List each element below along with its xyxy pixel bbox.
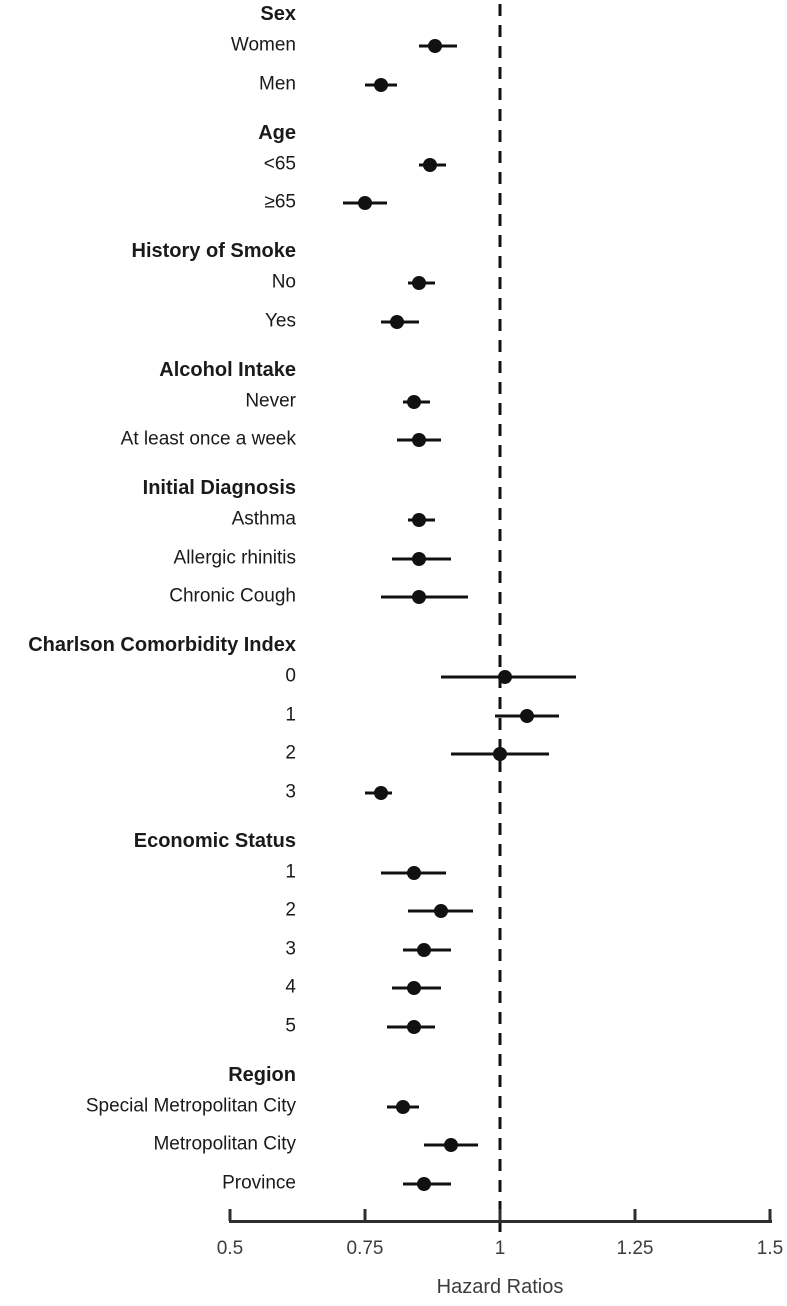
axis-tick-label: 1.25 [616, 1238, 654, 1259]
axis-tick-label: 1.5 [756, 1238, 784, 1259]
group-header: Alcohol Intake [159, 358, 296, 381]
point-estimate [412, 551, 426, 566]
item-label: ≥65 [264, 191, 296, 213]
axis-tick [633, 1209, 637, 1221]
reference-line [498, 4, 502, 1232]
point-estimate [428, 39, 443, 53]
item-label: 1 [285, 861, 296, 883]
point-estimate [433, 904, 448, 918]
point-estimate [520, 708, 534, 723]
x-axis-line [228, 1220, 772, 1223]
item-label: 1 [285, 704, 296, 726]
group-header: History of Smoke [131, 240, 296, 263]
point-estimate [412, 590, 426, 604]
group-header: Sex [260, 3, 296, 26]
group-header: Region [228, 1063, 296, 1086]
point-estimate [493, 747, 507, 761]
item-label: Never [245, 390, 296, 412]
point-estimate [406, 1019, 421, 1034]
axis-tick [498, 1209, 502, 1221]
axis-tick-label: 0.75 [346, 1238, 384, 1259]
point-estimate [406, 394, 421, 409]
item-label: 2 [285, 899, 296, 921]
item-label: Asthma [231, 508, 296, 530]
item-label: Special Metropolitan City [85, 1095, 296, 1117]
point-estimate [395, 1099, 410, 1114]
item-label: Province [222, 1172, 296, 1194]
point-estimate [412, 276, 426, 290]
group-header: Charlson Comorbidity Index [28, 634, 296, 657]
point-estimate [412, 513, 426, 527]
point-estimate [444, 1138, 459, 1152]
item-label: At least once a week [120, 428, 296, 450]
item-label: Chronic Cough [169, 585, 296, 607]
group-header: Initial Diagnosis [142, 477, 296, 500]
item-label: 3 [285, 781, 296, 803]
point-estimate [406, 865, 421, 880]
item-label: 5 [285, 1015, 296, 1037]
point-estimate [374, 77, 389, 92]
point-estimate [422, 157, 437, 172]
item-label: Allergic rhinitis [173, 547, 296, 569]
item-label: Men [259, 73, 296, 95]
group-header: Economic Status [133, 829, 296, 852]
group-header: Age [258, 121, 296, 144]
point-estimate [374, 785, 389, 800]
item-label: Yes [265, 310, 296, 332]
point-estimate [417, 1176, 432, 1191]
axis-tick [228, 1209, 232, 1221]
point-estimate [498, 670, 513, 684]
point-estimate [412, 433, 426, 447]
point-estimate [358, 196, 372, 210]
axis-tick [363, 1209, 367, 1221]
item-label: 0 [285, 665, 296, 687]
item-label: Women [230, 34, 296, 56]
x-axis-title: Hazard Ratios [436, 1276, 564, 1298]
item-label: 2 [285, 742, 296, 764]
item-label: 4 [285, 976, 296, 998]
item-label: No [271, 271, 296, 293]
axis-tick [768, 1209, 772, 1221]
axis-tick-label: 0.5 [216, 1238, 244, 1259]
item-label: 3 [285, 938, 296, 960]
point-estimate [390, 314, 405, 329]
item-label: <65 [263, 153, 296, 175]
item-label: Metropolitan City [153, 1133, 296, 1155]
axis-tick-label: 1 [494, 1238, 506, 1259]
point-estimate [417, 942, 432, 957]
point-estimate [406, 981, 421, 995]
